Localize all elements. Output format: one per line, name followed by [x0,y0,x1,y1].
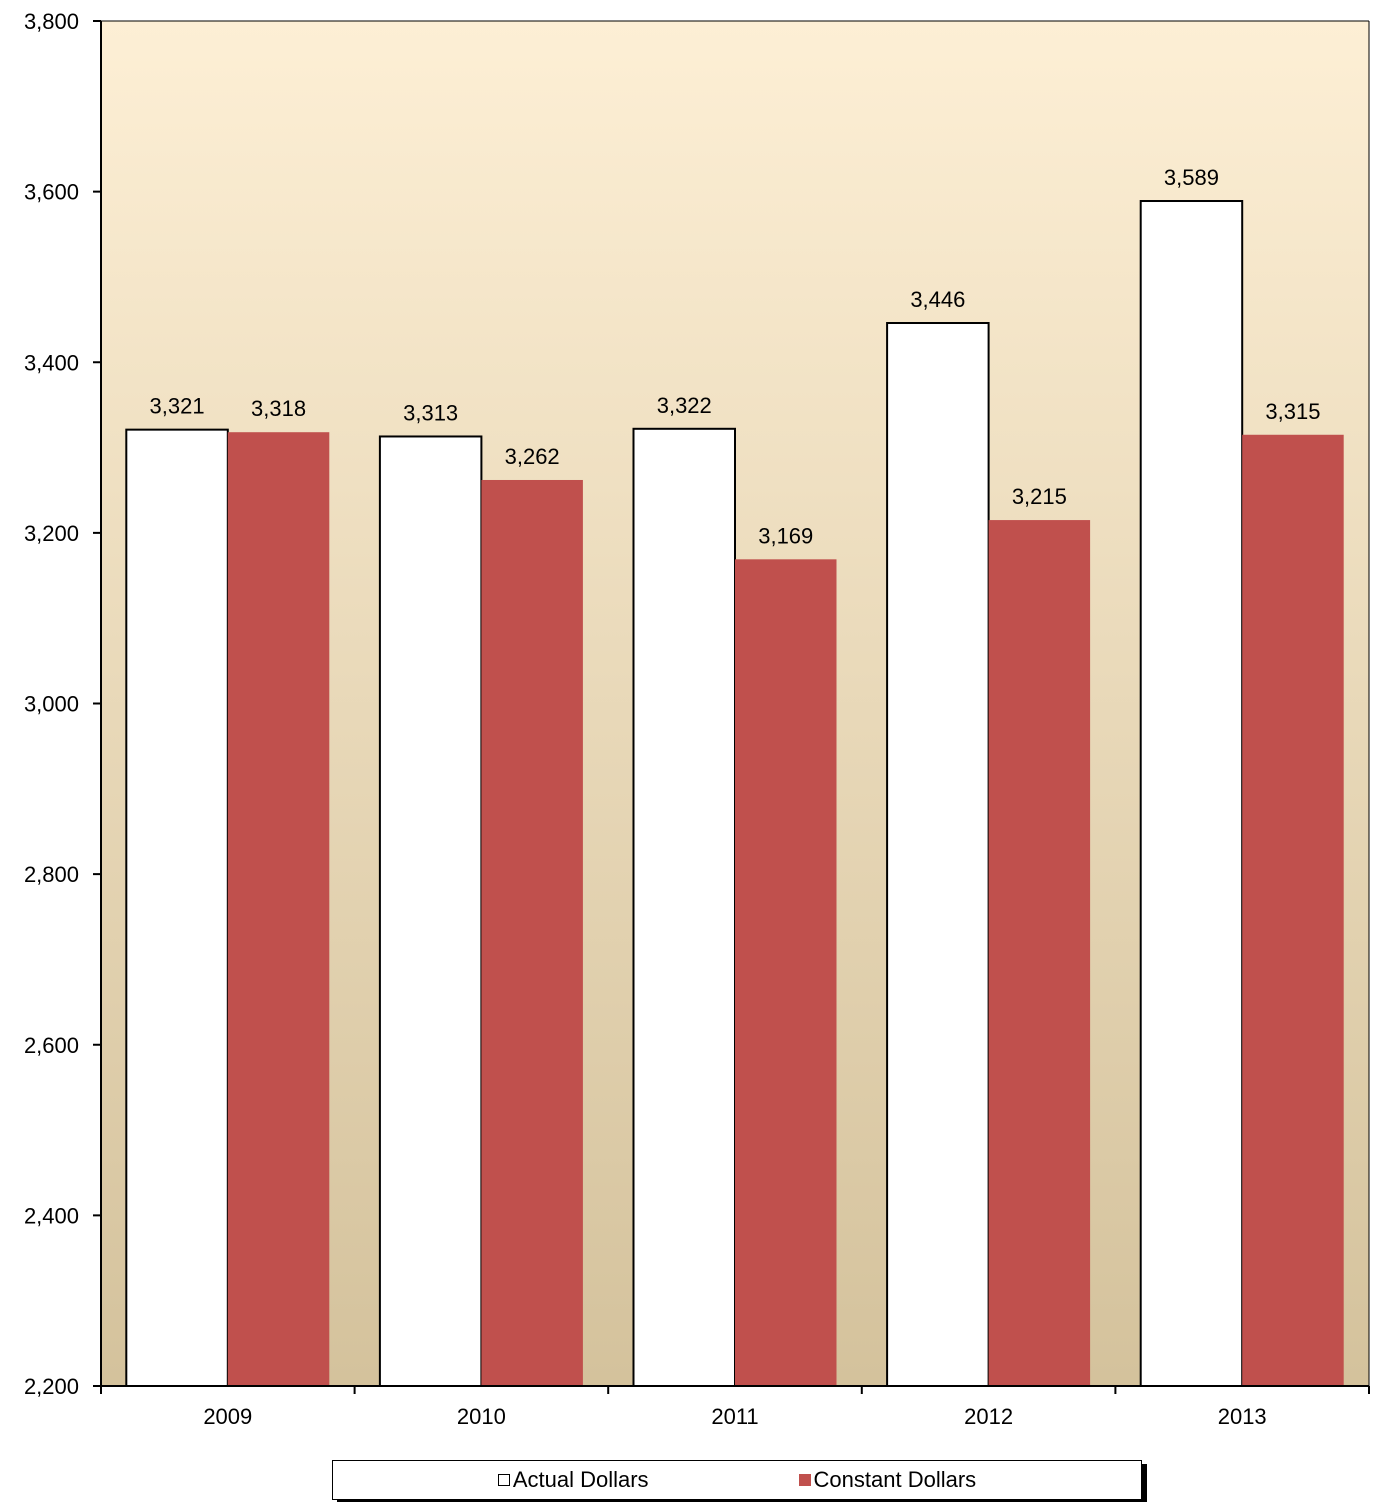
bar-actual-2011 [632,427,736,1387]
bar-actual-2012 [886,322,990,1388]
x-tick-label-2010: 2010 [457,1404,506,1429]
bar-actual-2010 [378,435,483,1387]
legend-item-constant: Constant Dollars [798,1467,977,1493]
data-label-actual-2012: 3,446 [910,287,965,312]
legend-label-constant: Constant Dollars [813,1467,977,1492]
axes-group [93,20,1370,1394]
y-tick-label-2200: 2,200 [24,1374,79,1399]
y-tick-label-2600: 2,600 [24,1033,79,1058]
data-label-constant-2012: 3,215 [1012,484,1067,509]
x-tick-label-2012: 2012 [964,1404,1013,1429]
bar-constant-2009 [227,432,330,1386]
x-tick-label-2009: 2009 [203,1404,252,1429]
labels-group: 3,321 3,318 2009 3,313 3,262 2010 3,322 3,169 20… [24,9,1321,1429]
data-label-constant-2011: 3,169 [758,523,813,548]
bar-constant-2011 [735,559,837,1386]
bars-group [125,200,1344,1388]
y-tick-label-3000: 3,000 [24,692,79,717]
bar-chart: 3,321 3,318 2009 3,313 3,262 2010 3,322 3,169 20… [24,9,1370,1429]
y-tick-label-3800: 3,800 [24,9,79,34]
y-tick-label-2400: 2,400 [24,1203,79,1228]
y-tick-label-3400: 3,400 [24,350,79,375]
bar-actual-2013 [1139,200,1244,1387]
data-label-actual-2010: 3,313 [403,400,458,425]
data-label-constant-2009: 3,318 [251,396,306,421]
legend-swatch-constant [798,1474,811,1486]
legend-swatch-actual [497,1474,510,1486]
y-tick-label-3200: 3,200 [24,521,79,546]
data-label-actual-2013: 3,589 [1164,165,1219,190]
legend-label-actual: Actual Dollars [512,1467,649,1492]
legend-item-actual: Actual Dollars [497,1467,649,1493]
bar-actual-2009 [125,428,229,1388]
data-label-actual-2011: 3,322 [657,393,712,418]
y-tick-label-3600: 3,600 [24,180,79,205]
bar-constant-2013 [1242,434,1344,1386]
x-tick-label-2013: 2013 [1218,1404,1267,1429]
legend: Actual Dollars Constant Dollars [332,1460,1142,1500]
x-tick-label-2011: 2011 [711,1404,758,1429]
bar-constant-2010 [481,479,583,1386]
data-label-constant-2010: 3,262 [505,444,560,469]
data-label-constant-2013: 3,315 [1265,399,1320,424]
y-tick-label-2800: 2,800 [24,862,79,887]
data-label-actual-2009: 3,321 [150,394,205,419]
bar-constant-2012 [988,520,1091,1386]
